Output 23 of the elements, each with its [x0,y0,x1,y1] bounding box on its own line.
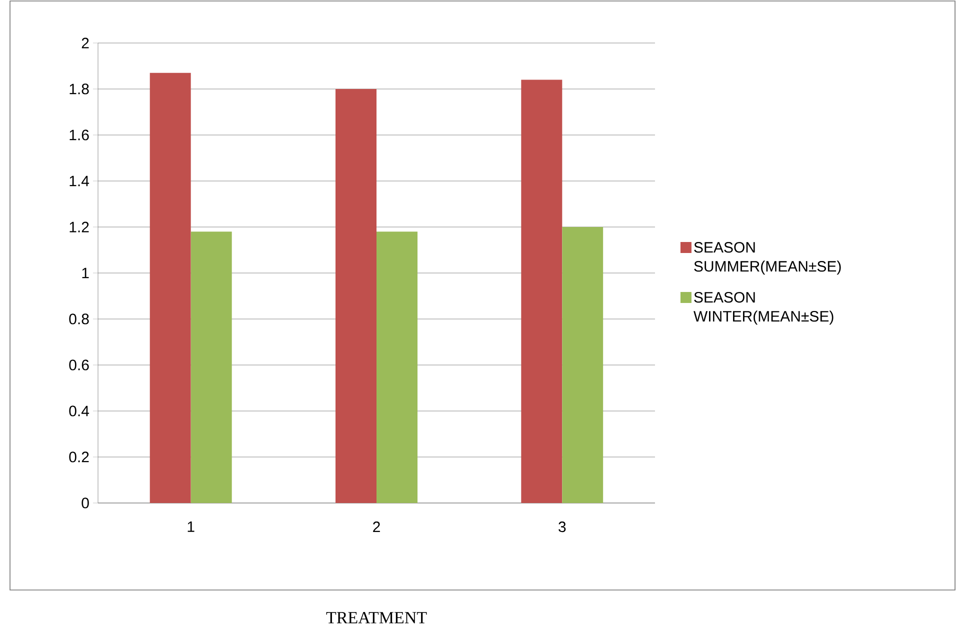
y-tick-label: 1 [82,268,89,278]
bar [521,80,562,504]
y-tick-label: 0.8 [69,314,89,325]
bar [336,89,377,504]
bar [562,227,604,504]
bar [376,232,418,504]
y-tick-label: 1.4 [70,176,90,186]
y-tick-label: 0.4 [69,406,90,417]
x-tick-label: 3 [558,522,566,532]
y-tick-label: 0.2 [69,452,89,463]
y-tick-label: 1.8 [70,84,89,95]
x-tick-label: 2 [373,522,380,532]
legend-label: SEASON SUMMER(MEAN±SE) [694,242,841,275]
y-tick-label: 2 [82,38,89,48]
y-tick-label: 1.6 [70,130,89,141]
legend-label: SEASON WINTER(MEAN±SE) [694,292,834,325]
y-tick-label: 0.6 [69,360,89,371]
bar [150,73,191,504]
bar [190,232,232,504]
x-tick-label: 1 [188,522,194,532]
x-axis-title: TREATMENT [326,612,427,624]
y-tick-label: 0 [82,498,89,509]
y-tick-label: 1.2 [70,222,89,232]
